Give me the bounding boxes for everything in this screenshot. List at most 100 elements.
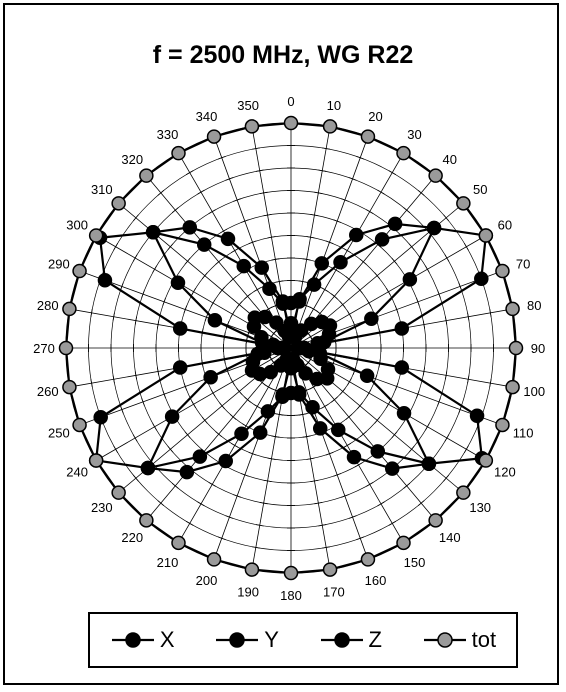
legend-label-tot: tot xyxy=(471,627,497,652)
legend-swatch-tot xyxy=(423,632,466,648)
grid-tick xyxy=(251,546,260,549)
grid-tick xyxy=(340,494,349,498)
data-point-tot xyxy=(428,168,443,183)
grid-tick xyxy=(437,397,441,406)
data-point-tot xyxy=(495,263,510,279)
angle-tick-label: 50 xyxy=(473,182,487,197)
grid-tick xyxy=(444,434,450,442)
grid-tick xyxy=(417,500,425,507)
grid-tick xyxy=(201,272,208,280)
grid-tick xyxy=(225,177,234,181)
grid-tick xyxy=(443,474,450,482)
grid-tick xyxy=(201,416,208,424)
grid-tick xyxy=(253,287,261,292)
grid-tick xyxy=(416,297,420,306)
chart-title: f = 2500 MHz, WG R22 xyxy=(152,41,414,69)
data-point-Y xyxy=(140,460,156,476)
data-point-tot xyxy=(360,129,376,144)
data-point-X xyxy=(370,444,386,459)
data-point-tot xyxy=(283,565,299,581)
angle-tick-label: 190 xyxy=(237,584,259,599)
grid-tick xyxy=(230,378,235,386)
grid-tick xyxy=(345,276,353,282)
data-point-Y xyxy=(346,449,362,465)
data-point-tot xyxy=(88,453,104,468)
angle-tick-label: 240 xyxy=(66,465,88,480)
grid-tick xyxy=(215,258,223,265)
data-point-tot xyxy=(206,129,222,144)
grid-tick xyxy=(275,280,284,283)
data-point-Z xyxy=(266,337,281,353)
data-point-tot xyxy=(139,168,154,183)
grid-tick xyxy=(345,414,353,420)
grid-tick xyxy=(331,396,338,403)
data-point-Z xyxy=(257,309,273,325)
data-point-tot xyxy=(396,535,411,551)
grid-tick xyxy=(162,297,166,306)
data-point-Z xyxy=(281,329,297,345)
data-point-Z xyxy=(293,323,309,338)
grid-tick xyxy=(251,147,260,150)
data-point-Y xyxy=(402,272,418,287)
data-point-Z xyxy=(298,366,313,381)
legend-swatch-Y xyxy=(216,632,259,648)
angle-tick-label: 80 xyxy=(527,298,541,313)
grid-tick xyxy=(132,214,139,222)
data-point-tot xyxy=(478,228,494,243)
grid-tick xyxy=(217,536,226,541)
data-point-Y xyxy=(275,387,291,402)
grid-tick xyxy=(333,219,342,223)
grid-tick xyxy=(302,258,311,261)
grid-tick xyxy=(231,248,239,253)
grid-tick xyxy=(141,290,145,299)
grid-tick xyxy=(394,382,399,391)
grid-tick xyxy=(347,378,352,386)
grid-tick xyxy=(416,390,420,399)
angle-tick-label: 150 xyxy=(404,555,426,570)
grid-tick xyxy=(120,282,124,291)
data-point-tot xyxy=(322,119,338,134)
data-point-Y xyxy=(291,387,307,402)
grid-tick xyxy=(240,219,249,223)
grid-tick xyxy=(467,375,470,384)
data-point-Y xyxy=(384,461,400,476)
grid-tick xyxy=(333,473,342,477)
data-point-Z xyxy=(313,351,328,367)
grid-tick xyxy=(386,288,391,296)
grid-tick xyxy=(352,367,357,375)
data-point-Y xyxy=(396,406,412,421)
data-point-X xyxy=(394,321,410,336)
grid-tick xyxy=(263,479,272,483)
grid-tick xyxy=(467,312,470,321)
angle-tick-label: 30 xyxy=(407,127,421,142)
angle-tick-label: 70 xyxy=(516,257,530,272)
grid-tick xyxy=(253,404,261,409)
angle-tick-label: 120 xyxy=(494,465,516,480)
data-point-Y xyxy=(218,453,233,469)
data-point-Y xyxy=(421,456,437,471)
grid-tick xyxy=(343,248,351,253)
grid-tick xyxy=(197,501,205,507)
grid-tick xyxy=(217,155,226,160)
data-point-X xyxy=(474,271,489,286)
legend-label-Z: Z xyxy=(368,627,382,652)
grid-tick xyxy=(171,207,179,213)
grid-tick xyxy=(210,299,216,307)
legend-item-Y: Y xyxy=(214,627,279,653)
data-point-Y xyxy=(359,368,375,383)
data-point-Y xyxy=(254,260,270,275)
data-point-tot xyxy=(62,379,77,395)
data-point-Z xyxy=(309,371,325,387)
data-point-Y xyxy=(252,425,268,440)
data-point-Y xyxy=(145,225,161,240)
grid-tick xyxy=(366,482,374,487)
grid-tick xyxy=(340,198,349,202)
angle-tick-label: 140 xyxy=(439,530,461,545)
legend-swatch-Z xyxy=(320,632,363,648)
data-point-tot xyxy=(111,485,126,500)
grid-tick xyxy=(322,147,331,150)
data-point-Z xyxy=(273,358,289,373)
grid-tick xyxy=(183,382,188,391)
grid-tick xyxy=(318,169,327,172)
angle-tick-label: 40 xyxy=(443,152,457,167)
